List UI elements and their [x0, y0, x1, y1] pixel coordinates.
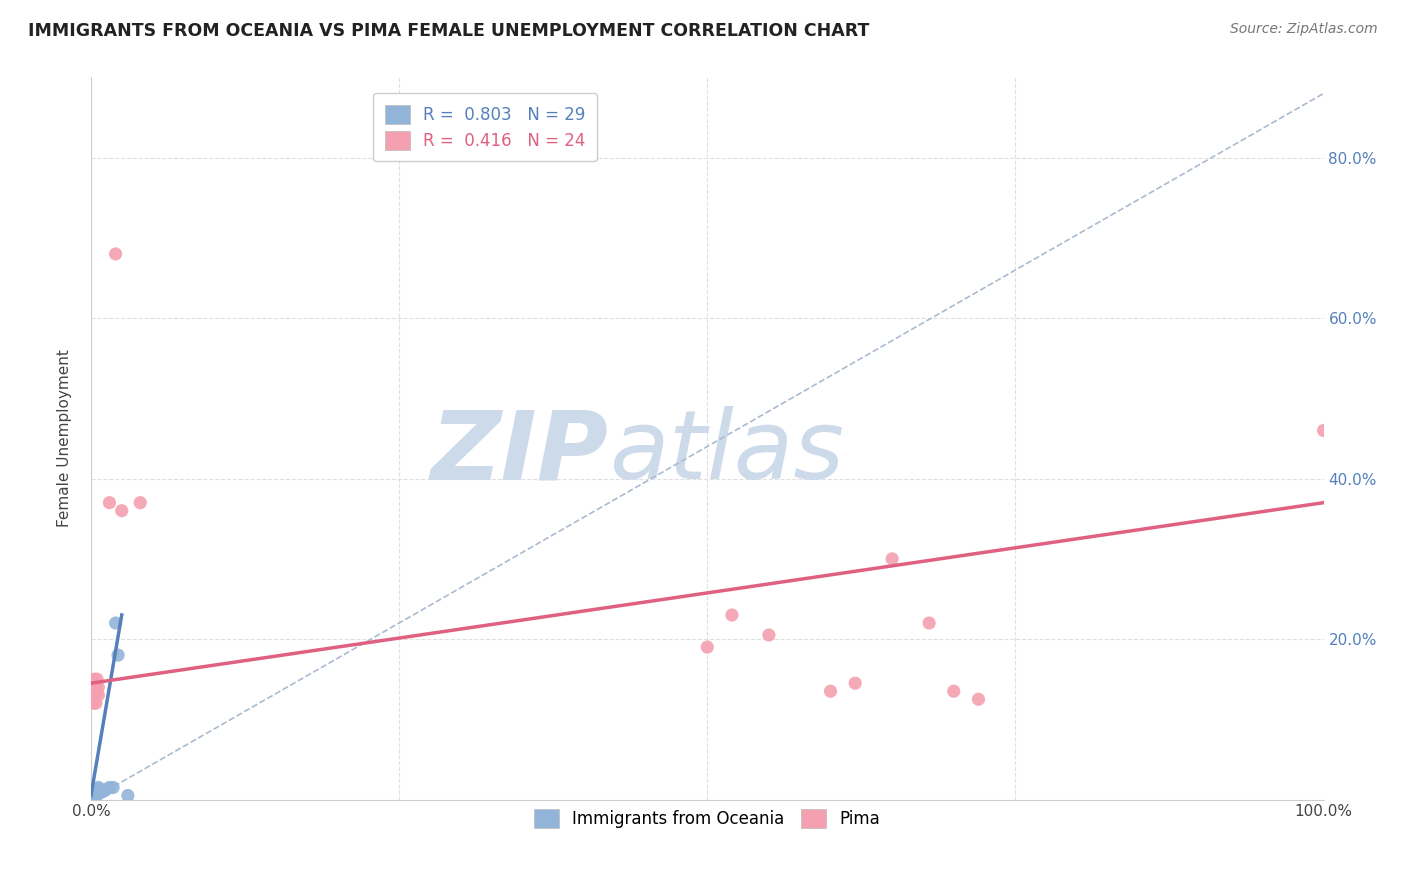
Point: [83, 786, 105, 800]
Point: [101, 780, 124, 795]
Text: Source: ZipAtlas.com: Source: ZipAtlas.com: [1230, 22, 1378, 37]
Y-axis label: Female Unemployment: Female Unemployment: [58, 350, 72, 527]
Point: [83, 784, 105, 798]
Point: [107, 648, 129, 662]
Point: [83, 672, 105, 686]
Point: [91, 784, 114, 798]
Point: [82, 680, 104, 694]
Point: [86, 783, 108, 797]
Text: ZIP: ZIP: [430, 407, 609, 500]
Point: [94, 783, 117, 797]
Point: [91, 783, 114, 797]
Point: [87, 780, 110, 795]
Point: [84, 783, 107, 797]
Point: [87, 680, 110, 694]
Point: [117, 789, 139, 803]
Point: [86, 784, 108, 798]
Legend: Immigrants from Oceania, Pima: Immigrants from Oceania, Pima: [527, 802, 887, 835]
Point: [98, 496, 121, 510]
Point: [82, 696, 104, 710]
Point: [86, 788, 108, 802]
Point: [89, 783, 111, 797]
Point: [84, 789, 107, 803]
Point: [86, 684, 108, 698]
Point: [129, 496, 152, 510]
Point: [84, 784, 107, 798]
Point: [90, 784, 112, 798]
Point: [82, 789, 104, 803]
Point: [1312, 424, 1334, 438]
Point: [918, 615, 941, 630]
Point: [87, 688, 110, 702]
Point: [83, 789, 105, 803]
Point: [83, 688, 105, 702]
Point: [844, 676, 866, 690]
Point: [721, 607, 744, 622]
Point: [967, 692, 990, 706]
Point: [84, 786, 107, 800]
Point: [882, 551, 904, 566]
Point: [820, 684, 842, 698]
Point: [82, 784, 104, 798]
Point: [98, 780, 121, 795]
Point: [82, 786, 104, 800]
Point: [111, 504, 134, 518]
Point: [942, 684, 965, 698]
Point: [82, 789, 104, 803]
Point: [86, 672, 108, 686]
Point: [104, 247, 127, 261]
Text: IMMIGRANTS FROM OCEANIA VS PIMA FEMALE UNEMPLOYMENT CORRELATION CHART: IMMIGRANTS FROM OCEANIA VS PIMA FEMALE U…: [28, 22, 869, 40]
Point: [104, 615, 127, 630]
Point: [87, 783, 110, 797]
Point: [758, 628, 780, 642]
Point: [89, 786, 111, 800]
Point: [87, 786, 110, 800]
Point: [83, 783, 105, 797]
Point: [696, 640, 718, 654]
Point: [84, 696, 107, 710]
Text: atlas: atlas: [609, 407, 844, 500]
Point: [84, 676, 107, 690]
